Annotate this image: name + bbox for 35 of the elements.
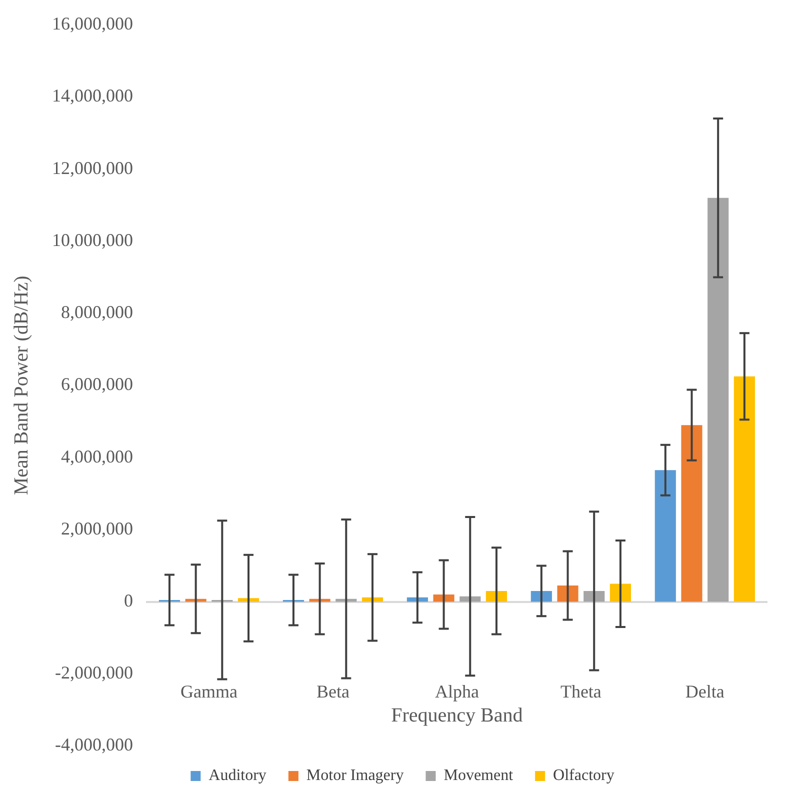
legend-label: Motor Imagery xyxy=(306,767,404,784)
y-tick-label: 14,000,000 xyxy=(52,86,133,106)
y-tick-label: 10,000,000 xyxy=(52,230,133,250)
bar xyxy=(681,425,702,602)
bar xyxy=(734,376,755,602)
x-axis-title: Frequency Band xyxy=(391,704,523,726)
x-tick-label: Delta xyxy=(685,681,724,702)
y-tick-label: 6,000,000 xyxy=(61,374,133,394)
legend-label: Auditory xyxy=(208,767,266,784)
y-tick-label: 16,000,000 xyxy=(52,14,133,34)
bar xyxy=(584,590,605,602)
x-tick-label: Theta xyxy=(560,681,602,702)
y-tick-label: 0 xyxy=(124,590,133,610)
bar xyxy=(309,598,330,602)
legend-label: Movement xyxy=(444,767,514,784)
y-tick-label: -4,000,000 xyxy=(55,734,133,755)
x-tick-label: Alpha xyxy=(434,681,479,702)
y-tick-label: -2,000,000 xyxy=(55,662,133,683)
bar xyxy=(433,594,454,602)
bar xyxy=(362,597,384,602)
legend-label: Olfactory xyxy=(553,767,614,784)
y-tick-label: 4,000,000 xyxy=(61,446,133,466)
bar xyxy=(708,198,729,602)
bar xyxy=(486,590,508,602)
y-tick-label: 2,000,000 xyxy=(61,518,133,538)
x-tick-label: Beta xyxy=(316,681,350,702)
bar xyxy=(557,586,578,602)
bar xyxy=(185,598,206,602)
bar xyxy=(238,598,260,602)
y-tick-label: 8,000,000 xyxy=(61,302,133,322)
y-axis-title: Mean Band Power (dB/Hz) xyxy=(10,276,32,496)
bar xyxy=(654,470,676,602)
y-tick-label: 12,000,000 xyxy=(52,158,133,178)
x-tick-label: Gamma xyxy=(180,681,238,702)
bar xyxy=(336,598,357,602)
